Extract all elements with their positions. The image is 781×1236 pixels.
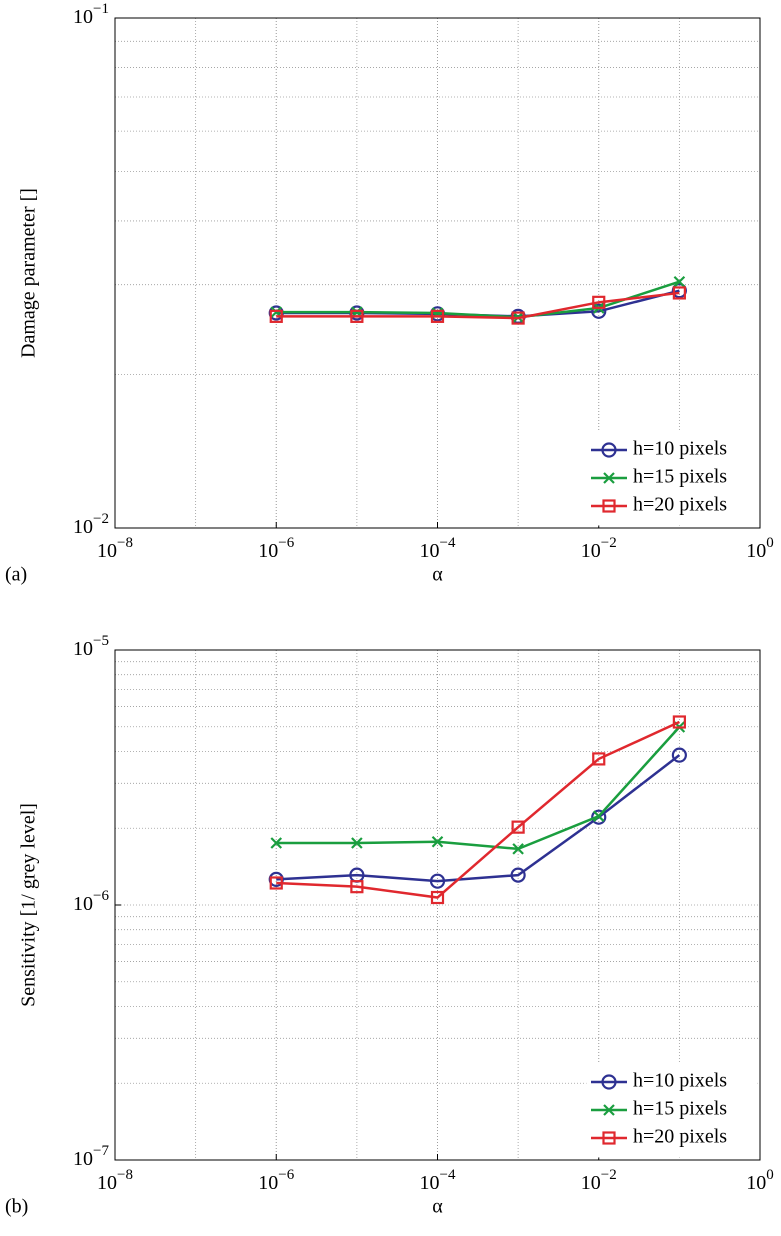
data-point <box>511 311 525 325</box>
legend-marker <box>603 1104 615 1116</box>
series-line <box>276 280 680 319</box>
data-point <box>592 752 606 766</box>
data-point <box>592 810 605 822</box>
x-tick-label: 10−4 <box>420 535 456 561</box>
x-axis-label: α <box>432 564 443 586</box>
data-point <box>350 880 364 894</box>
x-tick-label: 10−8 <box>97 1167 133 1193</box>
legend-marker <box>603 472 615 484</box>
panel-label: (b) <box>5 1196 28 1218</box>
series-line <box>276 720 680 899</box>
x-tick-label: 10−6 <box>258 1167 294 1193</box>
data-point <box>591 303 607 319</box>
data-point <box>270 837 283 849</box>
series-line <box>276 726 681 851</box>
x-tick-label: 10−8 <box>97 535 133 561</box>
x-tick-label: 100 <box>746 535 774 561</box>
y-tick-label: 10−6 <box>73 888 109 914</box>
data-point <box>512 843 524 855</box>
legend-marker <box>602 1131 616 1145</box>
y-tick-label: 10−2 <box>73 511 109 537</box>
legend-label: h=15 pixels <box>633 1098 727 1120</box>
axes-frame <box>114 17 761 529</box>
data-point <box>671 747 687 763</box>
data-point <box>430 890 445 905</box>
data-point <box>429 873 446 889</box>
data-point <box>672 286 686 300</box>
y-axis-label: Sensitivity [1/ grey level] <box>18 803 40 1007</box>
y-tick-label: 10−5 <box>73 633 109 659</box>
data-point <box>592 295 606 309</box>
y-tick-label: 10−7 <box>73 1143 109 1169</box>
data-point <box>269 876 283 890</box>
legend-marker <box>601 442 617 458</box>
y-tick-label: 10−1 <box>73 1 109 27</box>
x-axis-label: α <box>432 1196 443 1218</box>
legend-label: h=10 pixels <box>633 1070 727 1092</box>
data-point <box>430 309 445 323</box>
data-point <box>591 809 607 825</box>
series-line <box>276 754 681 883</box>
x-tick-label: 10−6 <box>258 535 294 561</box>
data-point <box>350 309 364 323</box>
legend-marker <box>602 499 616 513</box>
panel-label: (a) <box>5 564 27 586</box>
legend-label: h=10 pixels <box>633 438 727 460</box>
x-tick-label: 10−4 <box>420 1167 456 1193</box>
data-point <box>510 867 526 883</box>
data-point <box>269 309 283 323</box>
x-tick-label: 100 <box>746 1167 774 1193</box>
legend-label: h=15 pixels <box>633 466 727 488</box>
data-point <box>672 715 686 729</box>
legend-marker <box>601 1074 617 1090</box>
data-point <box>673 275 686 288</box>
data-point <box>511 820 525 834</box>
data-point <box>351 837 363 849</box>
axes-frame <box>114 649 761 1161</box>
legend-label: h=20 pixels <box>633 494 727 516</box>
x-tick-label: 10−2 <box>581 535 617 561</box>
data-point <box>431 835 444 848</box>
x-tick-label: 10−2 <box>581 1167 617 1193</box>
series-line <box>276 291 680 320</box>
y-axis-label: Damage parameter [] <box>18 188 40 358</box>
legend-label: h=20 pixels <box>633 1126 727 1148</box>
